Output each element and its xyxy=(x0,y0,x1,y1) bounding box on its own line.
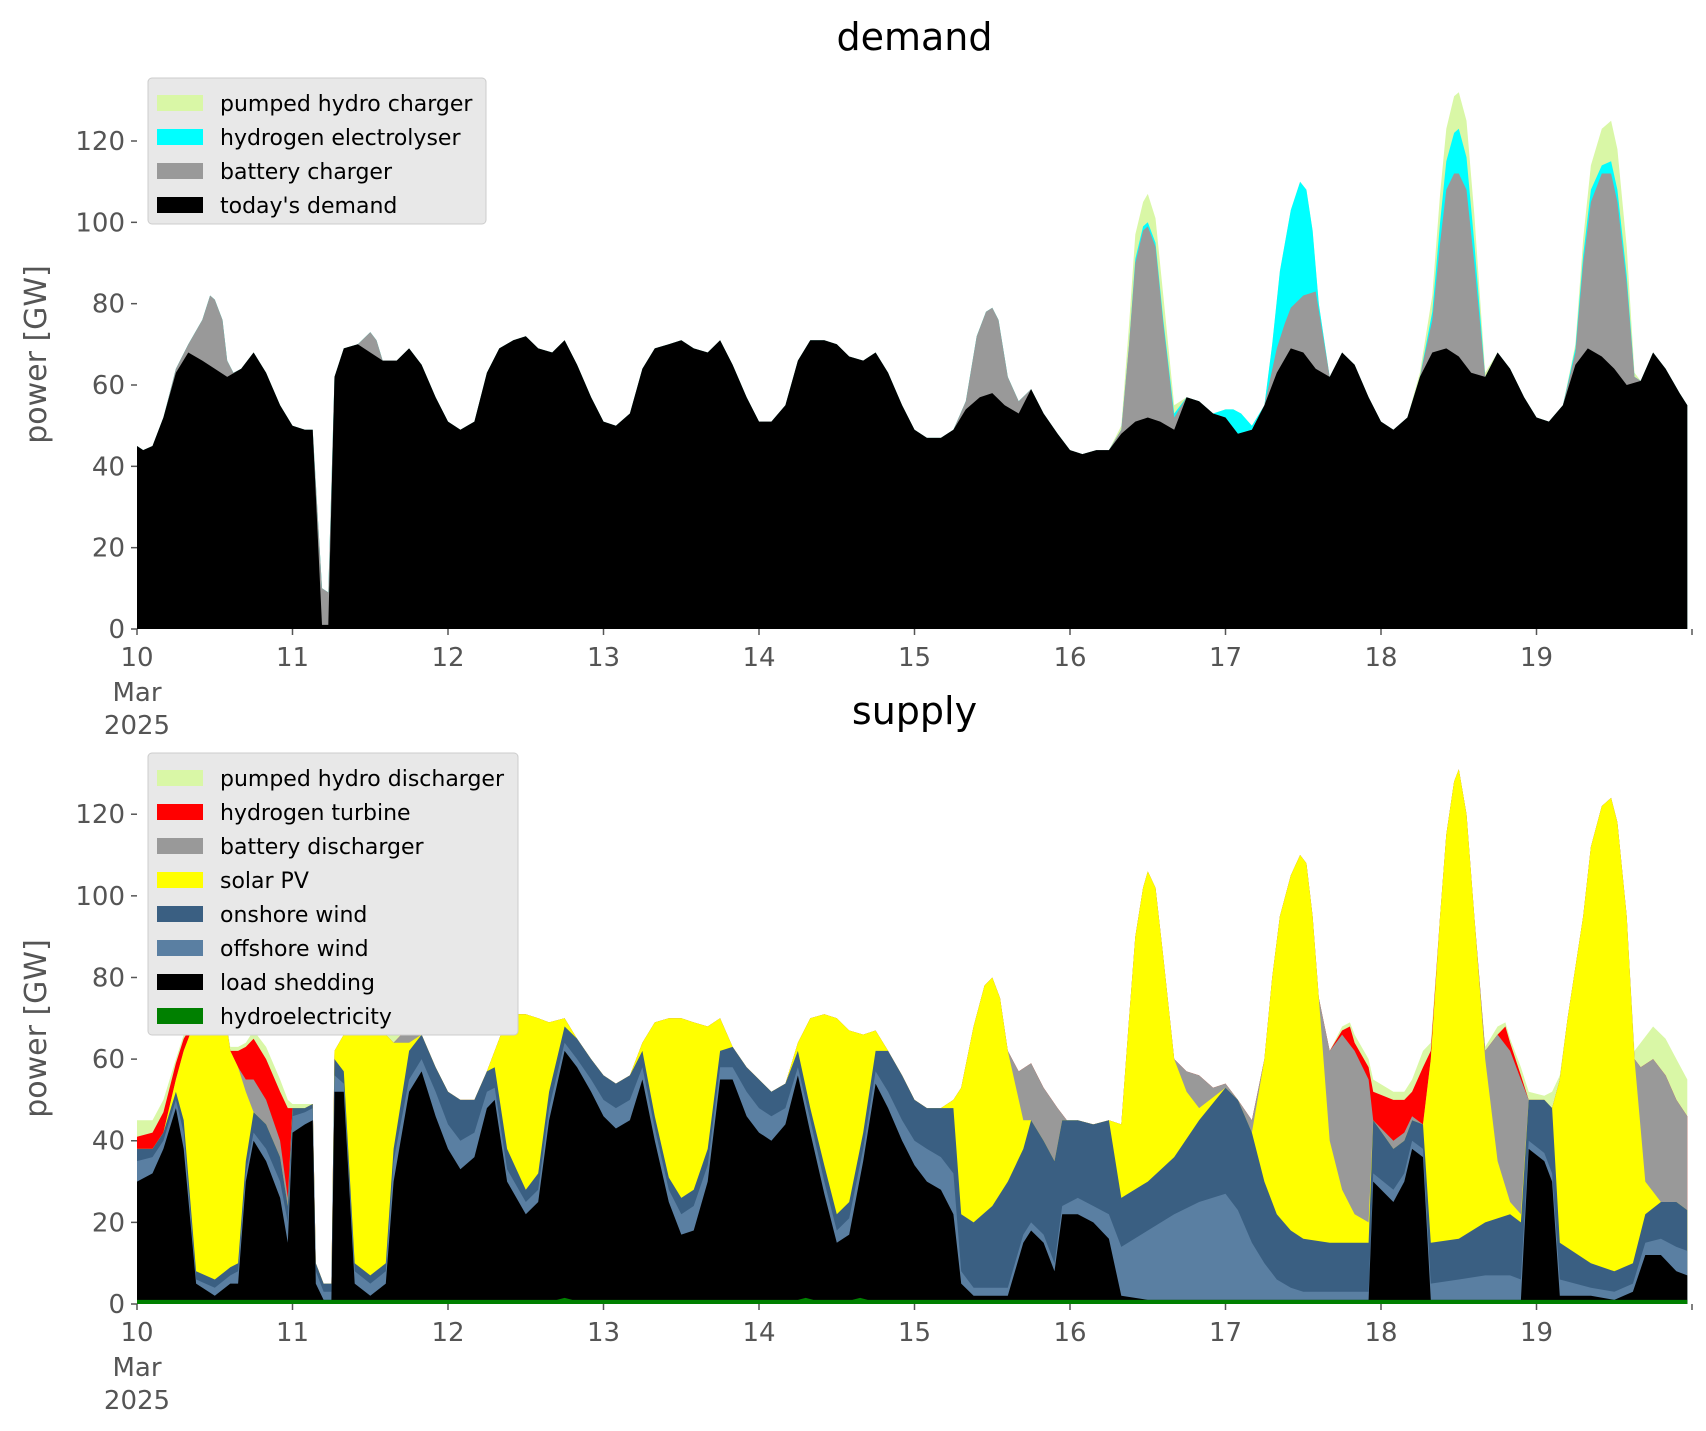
legend-swatch xyxy=(157,872,203,888)
y-axis: 0 20 40 60 80 100 120 xyxy=(75,127,137,645)
legend-label: battery charger xyxy=(220,160,393,185)
y-tick-label: 100 xyxy=(75,882,125,912)
x-tick-label: 15 xyxy=(898,643,931,673)
x-tick-label: 11 xyxy=(276,643,309,673)
x-tick-label: 10 xyxy=(120,1318,153,1348)
x-tick-label: 16 xyxy=(1053,643,1086,673)
legend-swatch xyxy=(157,906,203,922)
legend-swatch xyxy=(157,197,203,213)
legend-swatch xyxy=(157,804,203,820)
y-tick-label: 80 xyxy=(92,963,125,993)
area-load-shedding xyxy=(137,1050,1688,1304)
x-tick-label: 18 xyxy=(1364,1318,1397,1348)
x-tick-label: 12 xyxy=(431,1318,464,1348)
y-tick-label: 40 xyxy=(92,1127,125,1157)
y-tick-label: 0 xyxy=(108,615,125,645)
x-tick-label: 15 xyxy=(898,1318,931,1348)
series-areas xyxy=(137,92,1688,630)
y-tick-label: 20 xyxy=(92,1208,125,1238)
y-tick-label: 0 xyxy=(108,1290,125,1320)
legend-label: hydroelectricity xyxy=(220,1005,392,1030)
x-tick-label: 11 xyxy=(276,1318,309,1348)
legend-swatch xyxy=(157,95,203,111)
x-tick-label: 14 xyxy=(742,1318,775,1348)
legend-label: load shedding xyxy=(220,971,375,996)
x-tick-label: 14 xyxy=(742,643,775,673)
x-tick-label: 18 xyxy=(1364,643,1397,673)
x-tick-sublabel: Mar xyxy=(112,678,161,708)
area-solar-pv xyxy=(137,769,1688,1304)
legend-swatch xyxy=(157,940,203,956)
y-tick-label: 60 xyxy=(92,1045,125,1075)
legend-swatch xyxy=(157,838,203,854)
legend-swatch xyxy=(157,1008,203,1024)
legend-label: hydrogen turbine xyxy=(220,801,411,826)
legend: pumped hydro discharger hydrogen turbine b… xyxy=(147,752,519,1036)
area-hydroelectricity xyxy=(137,1297,1688,1304)
legend-label: hydrogen electrolyser xyxy=(220,126,461,151)
legend-swatch xyxy=(157,974,203,990)
x-tick-label: 13 xyxy=(587,1318,620,1348)
x-tick-label: 17 xyxy=(1209,643,1242,673)
chart-title: demand xyxy=(836,15,992,59)
x-tick-sublabel: 2025 xyxy=(104,711,170,741)
legend-box xyxy=(147,752,519,1036)
legend-label: today's demand xyxy=(220,194,397,219)
legend-label: battery discharger xyxy=(220,835,425,860)
legend-label: offshore wind xyxy=(220,937,369,962)
legend-swatch xyxy=(157,770,203,786)
x-tick-label: 17 xyxy=(1209,1318,1242,1348)
x-tick-sublabel: 2025 xyxy=(104,1386,170,1416)
x-tick-label: 19 xyxy=(1520,643,1553,673)
legend-swatch xyxy=(157,129,203,145)
y-axis-label: power [GW] xyxy=(19,265,54,444)
series-areas xyxy=(137,769,1688,1304)
y-tick-label: 100 xyxy=(75,208,125,238)
legend-label: onshore wind xyxy=(220,903,367,928)
legend-label: pumped hydro discharger xyxy=(220,767,505,792)
y-tick-label: 80 xyxy=(92,290,125,320)
chart-title: supply xyxy=(852,689,977,733)
legend-label: solar PV xyxy=(220,869,309,894)
y-tick-label: 120 xyxy=(75,127,125,157)
legend-box xyxy=(147,77,487,225)
x-tick-sublabel: Mar xyxy=(112,1353,161,1383)
x-tick-label: 12 xyxy=(431,643,464,673)
x-tick-label: 19 xyxy=(1520,1318,1553,1348)
y-axis-label: power [GW] xyxy=(19,939,54,1118)
y-tick-label: 20 xyxy=(92,534,125,564)
legend-label: pumped hydro charger xyxy=(220,92,473,117)
y-tick-label: 120 xyxy=(75,800,125,830)
area-today-s-demand xyxy=(137,336,1688,629)
x-tick-label: 16 xyxy=(1053,1318,1086,1348)
legend-swatch xyxy=(157,163,203,179)
legend: pumped hydro charger hydrogen electrolyse… xyxy=(147,77,487,225)
y-tick-label: 40 xyxy=(92,452,125,482)
y-axis: 0 20 40 60 80 100 120 xyxy=(75,800,137,1320)
y-tick-label: 60 xyxy=(92,371,125,401)
x-tick-label: 13 xyxy=(587,643,620,673)
x-tick-label: 10 xyxy=(120,643,153,673)
